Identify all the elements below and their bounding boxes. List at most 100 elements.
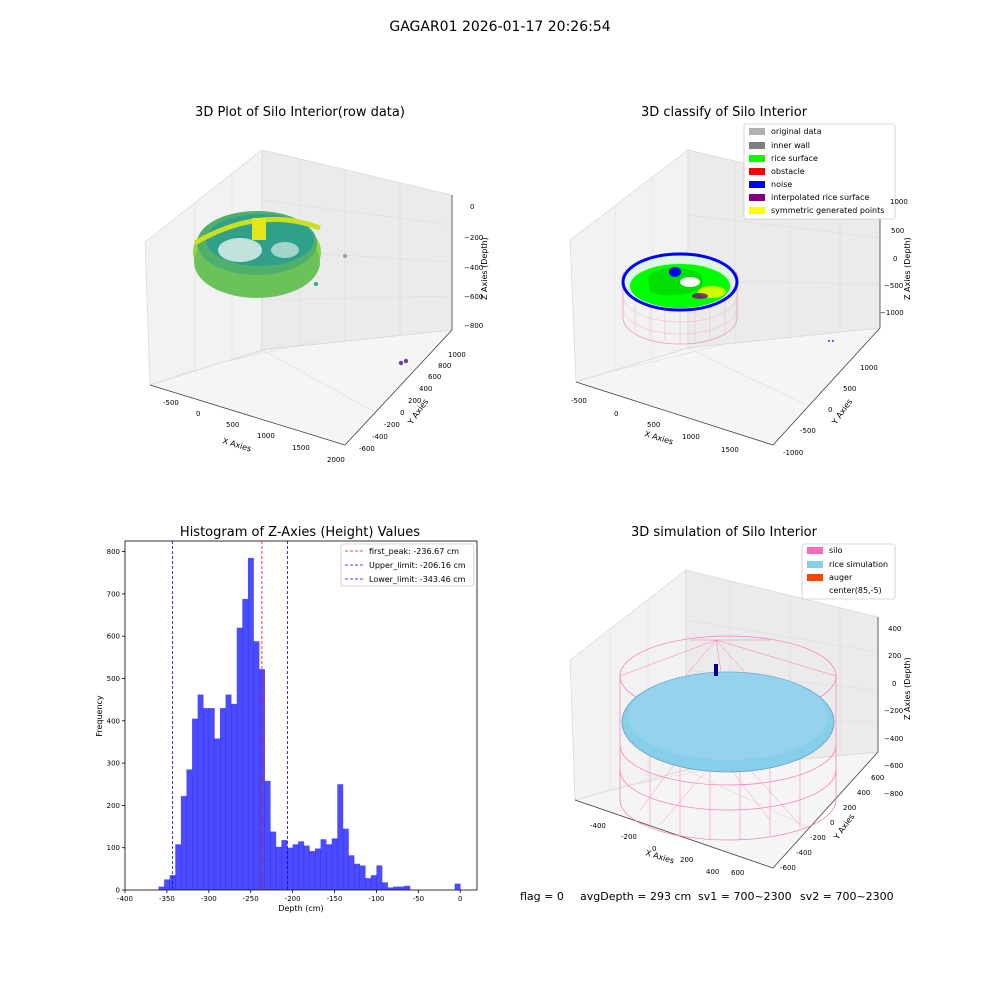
sv2-text: sv2 = 700~2300	[800, 890, 894, 903]
histogram-bar	[398, 886, 405, 890]
x-tick-label: -350	[159, 895, 175, 903]
histogram-bar	[382, 882, 388, 890]
tick-label: 0	[893, 255, 897, 263]
x-tick-label: -50	[413, 895, 424, 903]
tick-label: −800	[464, 322, 483, 330]
legend-label: rice simulation	[829, 560, 888, 569]
x-tick-label: -400	[117, 895, 133, 903]
panel-raw-x-ticks: -500 0 500 1000 1500 2000	[163, 399, 345, 464]
legend-label: Upper_limit: -206.16 cm	[369, 561, 466, 570]
histogram-bar	[370, 875, 377, 890]
histogram-bar	[331, 838, 338, 890]
tick-label: -200	[384, 421, 400, 429]
histogram-bar	[359, 865, 366, 890]
histogram-bar	[275, 846, 282, 890]
histogram-bar	[203, 708, 210, 890]
legend-swatch	[749, 168, 765, 175]
histogram-bar	[337, 784, 344, 890]
tick-label: 0	[614, 410, 618, 418]
panel-classify-x-ticks: -500 0 500 1000 1500	[571, 397, 739, 454]
tick-label: 1000	[860, 364, 878, 372]
histogram-bar	[214, 738, 221, 890]
histogram-bar	[314, 848, 321, 890]
legend-swatch	[749, 181, 765, 188]
x-tick-label: 0	[458, 895, 462, 903]
y-tick-label: 400	[107, 717, 120, 725]
tick-label: 800	[438, 362, 451, 370]
histogram-bar	[393, 886, 400, 890]
avg-depth-text: avgDepth = 293 cm	[580, 890, 691, 903]
tick-label: −800	[884, 790, 903, 798]
histogram-bar	[236, 627, 243, 890]
histogram-bar	[404, 885, 411, 890]
histogram-bar	[186, 769, 193, 890]
histogram-bar	[197, 694, 204, 890]
legend-label: Lower_limit: -343.46 cm	[369, 575, 466, 584]
tick-label: 400	[857, 789, 870, 797]
histogram-bar	[292, 844, 299, 890]
histogram-bar	[354, 863, 360, 890]
y-tick-label: 700	[107, 590, 120, 598]
chart-plot-area	[124, 540, 478, 891]
panel-raw-z-label: Z Axies (Depth)	[480, 237, 489, 300]
tick-label: 500	[226, 421, 239, 429]
histogram-bar	[219, 708, 226, 890]
y-axis-ticks: 0 100 200 300 400 500 600 700 800	[107, 548, 125, 895]
tick-label: 400	[419, 385, 432, 393]
histogram-bar	[264, 780, 271, 890]
legend-swatch	[749, 128, 765, 135]
panel-classify-title: 3D classify of Silo Interior	[641, 105, 808, 120]
legend-swatch	[749, 142, 765, 149]
legend-label: original data	[771, 127, 822, 136]
tick-label: -400	[590, 822, 606, 830]
tick-label: 0	[828, 406, 832, 414]
legend-label: noise	[771, 180, 792, 189]
legend-swatch	[807, 561, 823, 568]
histogram-bar	[309, 851, 316, 890]
tick-label: −1000	[880, 309, 904, 317]
panel-sim-x-ticks: -400 -200 0 200 400 600	[590, 822, 744, 877]
status-footer: flag = 0 avgDepth = 293 cm sv1 = 700~230…	[520, 890, 894, 903]
y-tick-label: 200	[107, 802, 120, 810]
legend-label: first_peak: -236.67 cm	[369, 547, 459, 556]
tick-label: 0	[830, 819, 834, 827]
tick-label: −400	[884, 735, 903, 743]
histogram-bar	[320, 839, 327, 890]
tick-label: -400	[372, 433, 388, 441]
histogram-bar	[270, 831, 277, 890]
chart-title: Histogram of Z-Axies (Height) Values	[180, 525, 420, 540]
histogram-bar	[387, 887, 394, 890]
legend-label: center(85,-5)	[829, 586, 882, 595]
tick-label: −400	[464, 264, 483, 272]
legend-label: silo	[829, 546, 843, 555]
panel-raw-title: 3D Plot of Silo Interior(row data)	[195, 105, 405, 120]
histogram-bar	[298, 841, 305, 890]
panel-sim-rice-surface	[621, 671, 835, 773]
tick-label: −200	[884, 707, 903, 715]
panel-sim-legend: silo rice simulation auger center(85,-5)	[801, 543, 896, 600]
histogram-bars	[158, 557, 461, 890]
tick-label: 600	[731, 869, 744, 877]
legend-swatch	[749, 194, 765, 201]
y-tick-label: 800	[107, 548, 120, 556]
tick-label: -500	[163, 399, 179, 407]
y-axis-label: Frequency	[95, 695, 104, 737]
panel-simulation-3d: 3D simulation of Silo Interior	[569, 525, 912, 877]
tick-label: 1000	[448, 351, 466, 359]
panel-raw-axes	[144, 149, 453, 446]
tick-label: 400	[706, 868, 719, 876]
tick-label: -400	[796, 849, 812, 857]
tick-label: -1000	[783, 449, 803, 457]
histogram-bar	[208, 708, 215, 890]
panel-classify-point-cloud	[621, 252, 834, 345]
panel-raw-3d: 3D Plot of Silo Interior(row data)	[144, 105, 489, 464]
x-tick-label: -250	[243, 895, 259, 903]
histogram-bar	[303, 845, 310, 890]
tick-label: 200	[843, 804, 856, 812]
histogram-bar	[175, 844, 182, 890]
panel-raw-z-ticks: 0 −200 −400 −600 −800	[464, 203, 483, 330]
panel-classify-x-label: X Axies	[643, 429, 674, 446]
tick-label: 1500	[292, 444, 310, 452]
x-tick-label: -150	[327, 895, 343, 903]
panel-sim-x-label: X Axies	[644, 848, 675, 865]
